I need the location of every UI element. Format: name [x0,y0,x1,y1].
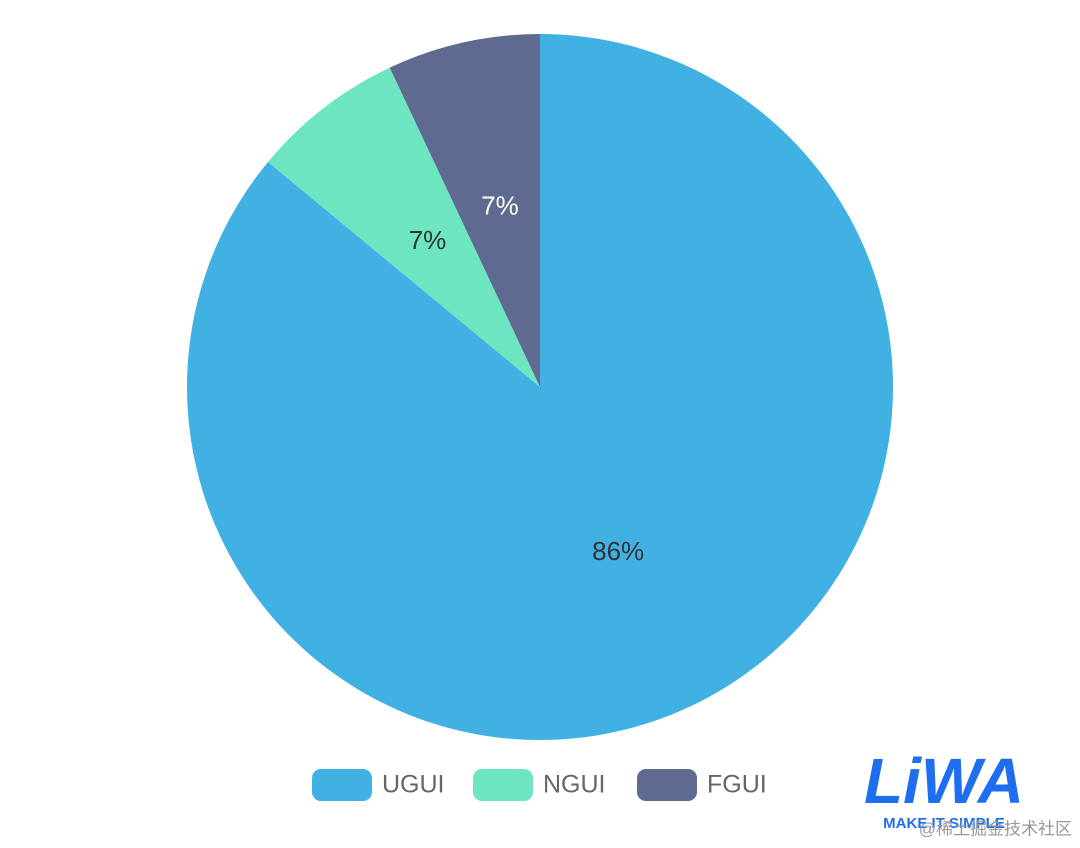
slice-label: 86% [592,536,644,566]
legend-label: NGUI [543,771,606,799]
legend-swatch [312,769,372,801]
slice-label: 7% [409,225,447,255]
pie-slice [186,34,893,740]
pie-slice [268,67,540,387]
legend-swatch [473,769,533,801]
legend-label: FGUI [707,771,767,799]
slice-label: 7% [481,191,519,221]
logo-text: LiWA [864,745,1024,817]
logo-tagline: MAKE IT SIMPLE [883,815,1005,832]
legend-label: UGUI [382,771,445,799]
legend-swatch [637,769,697,801]
pie: 86% 7% 7% [186,34,893,740]
pie-slice [389,34,540,387]
watermark: @稀土掘金技术社区 [919,819,1072,838]
legend: UGUI NGUI FGUI [312,769,767,801]
